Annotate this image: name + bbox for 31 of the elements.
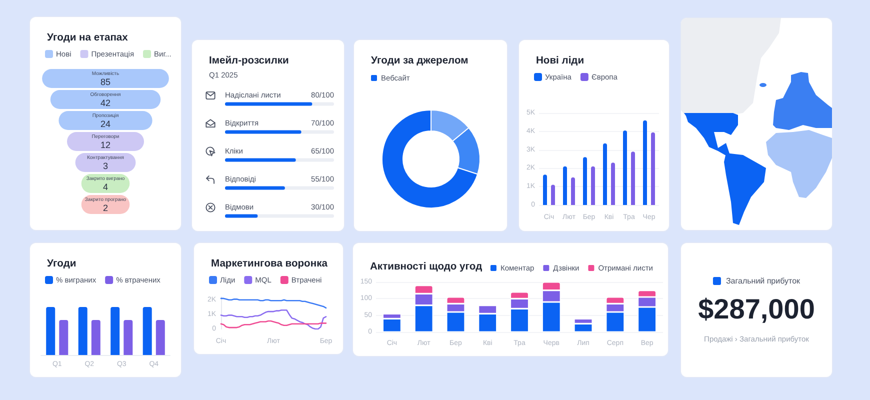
data-label: 24 bbox=[100, 119, 111, 129]
bar bbox=[571, 177, 575, 205]
data-label: 42 bbox=[100, 98, 111, 108]
line-series bbox=[220, 320, 327, 328]
bar bbox=[583, 157, 587, 205]
text: $287,000 bbox=[698, 294, 815, 324]
bar bbox=[543, 174, 547, 205]
chart-title: Угоди bbox=[47, 258, 76, 270]
data-label: 4 bbox=[102, 182, 108, 192]
bar bbox=[631, 152, 635, 205]
data-label: 85 bbox=[100, 77, 111, 87]
text: Угоди на етапах bbox=[47, 32, 128, 44]
chart-title: Активності щодо угод bbox=[370, 262, 483, 272]
legend-label: Загальний прибуток bbox=[726, 276, 801, 286]
data-label: 12 bbox=[100, 140, 111, 150]
chart-title: Маркетингова воронка bbox=[211, 258, 328, 270]
data-label: 2 bbox=[102, 203, 108, 213]
data-label: 3 bbox=[102, 161, 108, 171]
chart-title: Нові ліди bbox=[536, 56, 584, 66]
line-series bbox=[220, 309, 327, 330]
line-series bbox=[220, 298, 327, 309]
bar bbox=[591, 166, 595, 205]
bar bbox=[611, 162, 615, 205]
bar bbox=[651, 132, 655, 205]
bar bbox=[603, 143, 607, 205]
chart-title: Угоди за джерелом bbox=[371, 56, 468, 66]
bar bbox=[643, 120, 647, 205]
bar bbox=[623, 130, 627, 205]
chart-title: Імейл-розсилки bbox=[209, 56, 289, 66]
bar bbox=[563, 166, 567, 205]
bar bbox=[551, 184, 555, 205]
